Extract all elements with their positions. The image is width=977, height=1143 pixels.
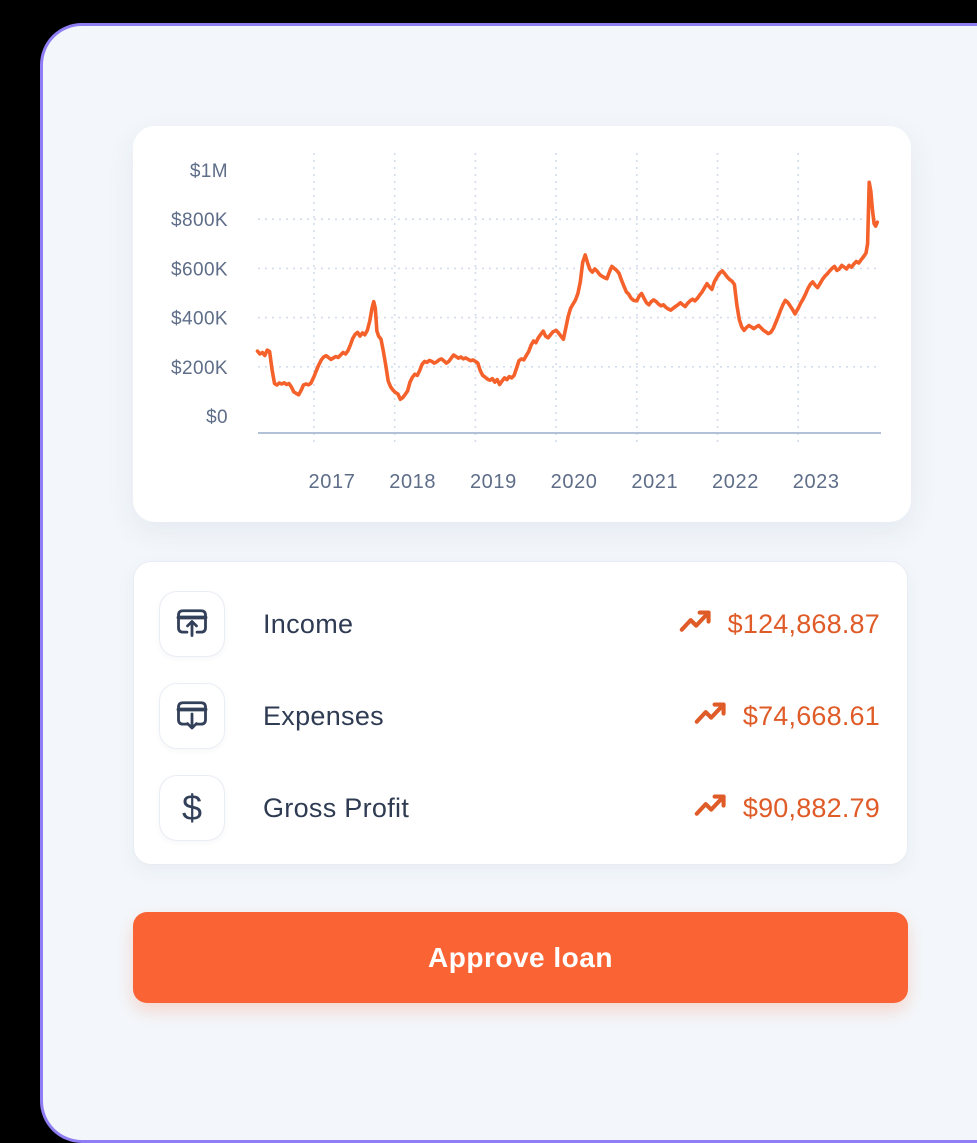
metric-value-expenses: $74,668.61 <box>742 700 880 731</box>
svg-text:$800K: $800K <box>171 210 228 231</box>
metric-label-expenses: Expenses <box>263 700 384 731</box>
trending-up-icon <box>694 792 727 824</box>
metric-row-income: Income $124,868.87 <box>159 591 880 657</box>
svg-text:$400K: $400K <box>171 309 228 330</box>
metric-row-expenses: Expenses $74,668.61 <box>159 683 880 749</box>
metric-value-income: $124,868.87 <box>727 608 880 639</box>
metric-label-income: Income <box>263 608 354 639</box>
svg-text:2017: 2017 <box>309 471 356 493</box>
revenue-chart-svg: $1M $800K $600K $400K $200K $0 2017 2018 2019 202… <box>171 153 881 493</box>
metric-value-gross-profit: $90,882.79 <box>742 792 880 823</box>
expenses-icon-tile <box>159 683 225 749</box>
card-arrow-up-icon <box>174 604 210 645</box>
app-panel: $1M $800K $600K $400K $200K $0 2017 2018 2019 202… <box>40 23 977 1143</box>
revenue-chart-card: $1M $800K $600K $400K $200K $0 2017 2018 2019 202… <box>133 126 911 522</box>
svg-text:2022: 2022 <box>712 471 759 493</box>
svg-text:$1M: $1M <box>190 161 228 182</box>
dollar-icon: $ <box>181 787 203 828</box>
svg-text:$600K: $600K <box>171 259 228 280</box>
metric-row-gross-profit: $ Gross Profit $90,882.79 <box>159 775 880 841</box>
svg-text:2019: 2019 <box>470 471 517 493</box>
svg-text:$200K: $200K <box>171 358 228 379</box>
svg-text:2020: 2020 <box>551 471 598 493</box>
svg-text:2021: 2021 <box>631 471 678 493</box>
svg-text:2023: 2023 <box>793 471 840 493</box>
trending-up-icon <box>679 608 712 640</box>
metrics-card: Income $124,868.87 <box>133 561 908 865</box>
metric-label-gross-profit: Gross Profit <box>263 792 410 823</box>
income-icon-tile <box>159 591 225 657</box>
approve-loan-button[interactable]: Approve loan <box>133 912 908 1003</box>
gross-profit-icon-tile: $ <box>159 775 225 841</box>
trending-up-icon <box>694 700 727 732</box>
card-arrow-down-icon <box>174 696 210 737</box>
svg-text:2018: 2018 <box>389 471 436 493</box>
svg-text:$0: $0 <box>206 407 228 428</box>
